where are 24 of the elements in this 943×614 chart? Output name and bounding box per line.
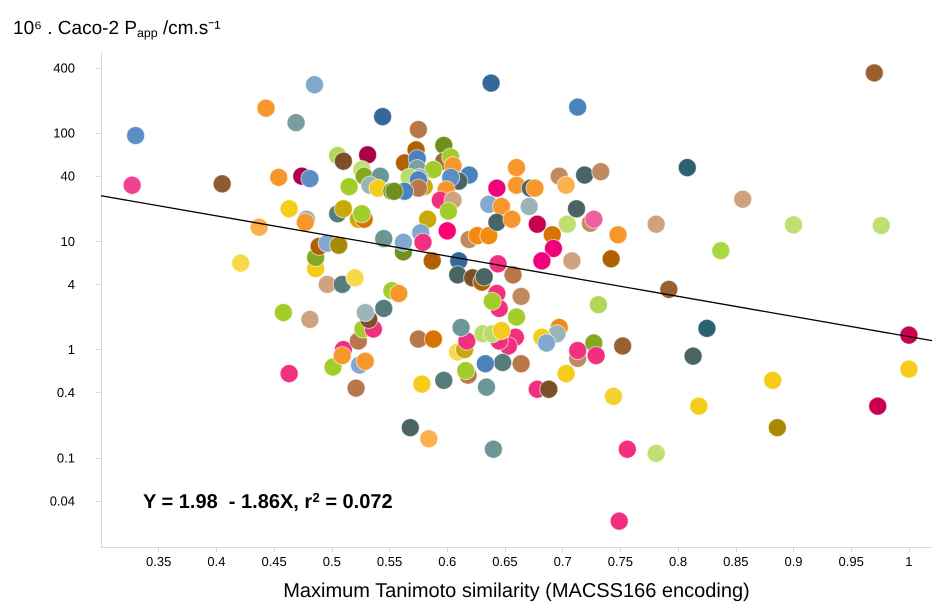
y-tick-label: 10 xyxy=(60,234,75,249)
x-tick-label: 0.6 xyxy=(438,554,456,569)
x-tick-label: 0.65 xyxy=(492,554,518,569)
x-tick-label: 0.75 xyxy=(608,554,634,569)
y-tick-label: 0.1 xyxy=(56,450,75,466)
x-tick-label: 0.4 xyxy=(207,554,226,569)
x-tick-label: 0.45 xyxy=(261,554,287,569)
x-axis-title: Maximum Tanimoto similarity (MACSS166 encoding) xyxy=(283,580,750,602)
y-tick-label: 4 xyxy=(68,276,75,292)
x-tick-label: 1 xyxy=(905,554,913,569)
x-tick-label: 0.35 xyxy=(146,554,172,569)
y-tick-label: 1 xyxy=(68,342,75,358)
x-tick-label: 0.95 xyxy=(838,554,864,569)
y-tick-label: 0.04 xyxy=(50,493,75,508)
x-tick-label: 0.9 xyxy=(784,554,803,569)
y-tick-label: 100 xyxy=(53,126,75,141)
y-tick-label: 0.4 xyxy=(56,385,75,400)
x-tick-label: 0.85 xyxy=(723,554,748,569)
x-tick-label: 0.7 xyxy=(554,554,572,569)
x-tick-label: 0.55 xyxy=(376,554,402,569)
x-tick-label: 0.5 xyxy=(322,554,341,569)
x-tick-label: 0.8 xyxy=(669,554,688,569)
y-tick-label: 40 xyxy=(60,168,75,184)
y-tick-label: 400 xyxy=(53,60,75,76)
